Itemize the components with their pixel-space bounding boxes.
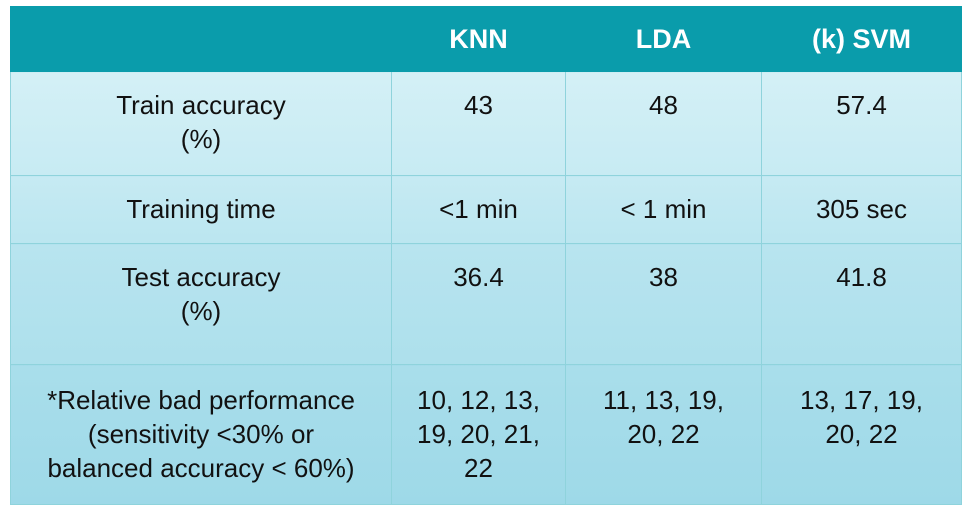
label-line: Train accuracy [116,90,286,120]
cell-knn-training-time: <1 min [391,175,566,244]
cell-svm-training-time: 305 sec [761,175,962,244]
row-label-train-accuracy: Train accuracy (%) [10,71,392,176]
cell-svm-test-accuracy: 41.8 [761,243,962,365]
value-line: 10, 12, 13, [417,385,540,415]
comparison-table-container: KNN LDA (k) SVM Train accuracy (%) 43 48… [10,6,962,514]
cell-knn-test-accuracy: 36.4 [391,243,566,365]
cell-lda-bad-performance: 11, 13, 19, 20, 22 [565,364,762,505]
cell-lda-test-accuracy: 38 [565,243,762,365]
label-line: (sensitivity <30% or [87,419,315,449]
table-row-bad-performance: *Relative bad performance (sensitivity <… [10,364,962,505]
value-line: 11, 13, 19, [603,385,724,415]
header-svm: (k) SVM [761,6,962,72]
label-line: (%) [180,124,222,154]
cell-svm-train-accuracy: 57.4 [761,71,962,176]
header-empty-cell [10,6,392,72]
header-lda: LDA [565,6,762,72]
label-line: (%) [180,296,222,326]
value-line: 22 [464,453,493,483]
cell-svm-bad-performance: 13, 17, 19, 20, 22 [761,364,962,505]
value-line: 19, 20, 21, [417,419,540,449]
cell-lda-training-time: < 1 min [565,175,762,244]
row-label-training-time: Training time [10,175,392,244]
classifier-comparison-table: KNN LDA (k) SVM Train accuracy (%) 43 48… [10,6,962,505]
table-row-training-time: Training time <1 min < 1 min 305 sec [10,175,962,244]
cell-lda-train-accuracy: 48 [565,71,762,176]
label-line: balanced accuracy < 60%) [47,453,355,483]
cell-knn-train-accuracy: 43 [391,71,566,176]
cell-knn-bad-performance: 10, 12, 13, 19, 20, 21, 22 [391,364,566,505]
label-line: *Relative bad performance [47,385,355,415]
row-label-test-accuracy: Test accuracy (%) [10,243,392,365]
table-header-row: KNN LDA (k) SVM [10,6,962,72]
header-knn: KNN [391,6,566,72]
value-line: 13, 17, 19, [800,385,923,415]
table-row-train-accuracy: Train accuracy (%) 43 48 57.4 [10,71,962,176]
row-label-bad-performance: *Relative bad performance (sensitivity <… [10,364,392,505]
value-line: 20, 22 [825,419,898,449]
value-line: 20, 22 [627,419,700,449]
label-line: Test accuracy [121,262,281,292]
table-row-test-accuracy: Test accuracy (%) 36.4 38 41.8 [10,243,962,365]
label-line: Training time [126,194,276,224]
